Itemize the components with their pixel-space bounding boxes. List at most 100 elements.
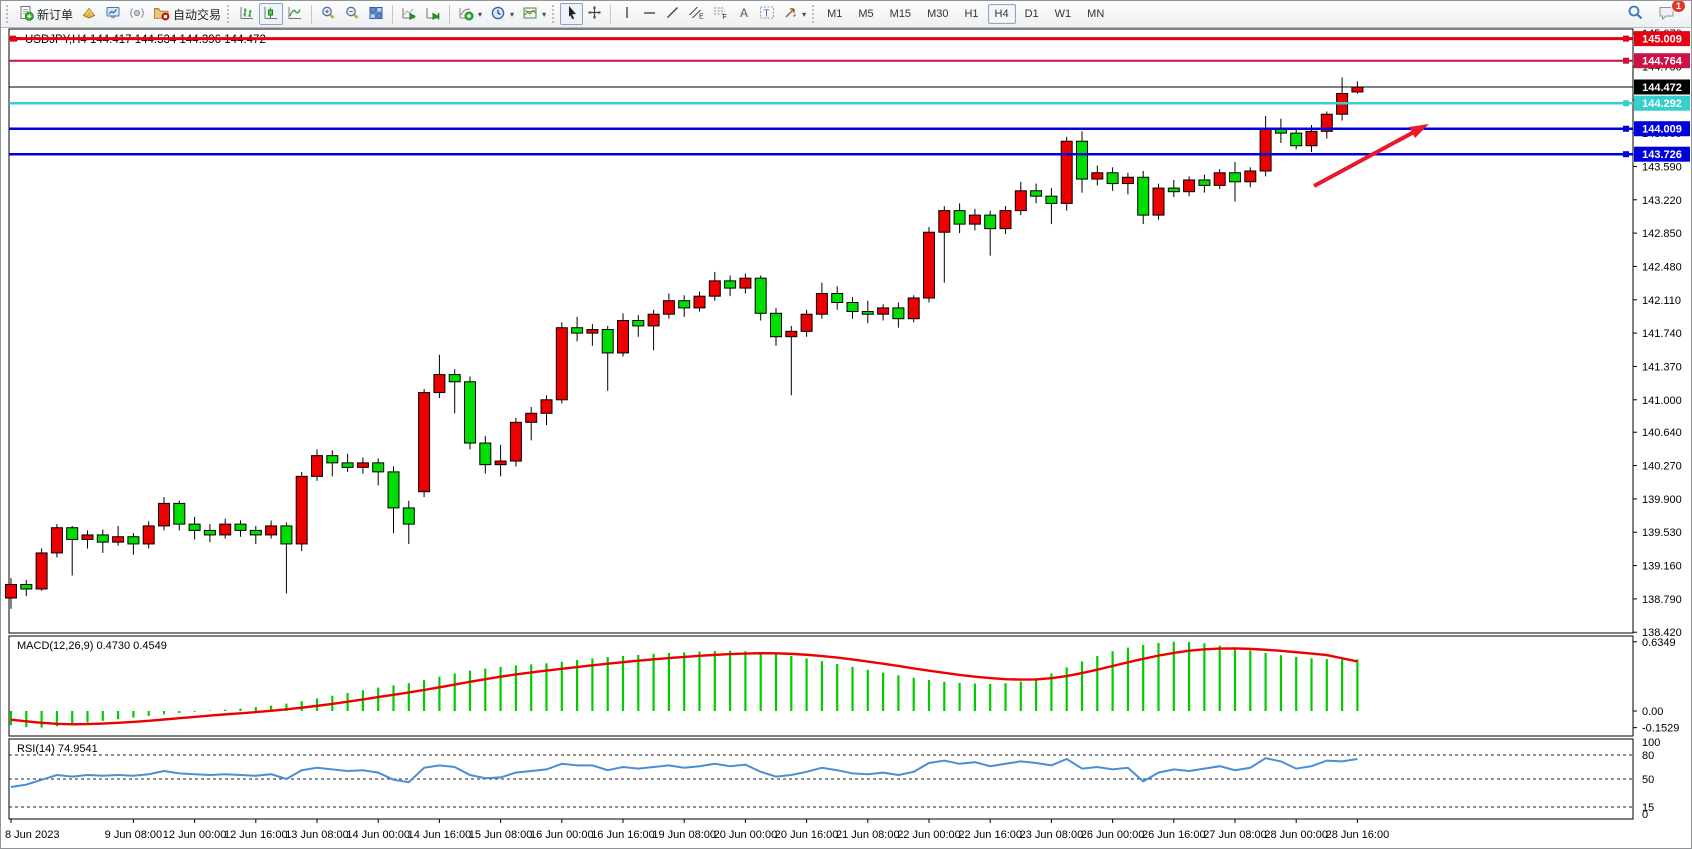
macd-scale-label: -0.1529 [1642,723,1679,735]
rsi-scale-label: 100 [1642,737,1660,749]
time-tick-label: 9 Jun 08:00 [105,829,163,841]
horizontal-line-button[interactable] [638,3,661,25]
candle-body [662,300,675,315]
fibonacci-button[interactable]: F [708,3,732,25]
tab-timeframe-D1[interactable]: D1 [1018,4,1046,24]
auto-scroll-button[interactable] [397,3,421,25]
zoom-out-button[interactable] [340,3,364,25]
dropdown-caret-icon: ▾ [478,9,483,19]
equidistant-channel-icon: E [688,5,704,23]
toolbar-separator [449,4,451,24]
tab-timeframe-H4[interactable]: H4 [987,4,1016,24]
candle-body [754,277,767,314]
svg-text:144.764: 144.764 [1642,56,1683,68]
main-price-pane[interactable]: USDJPY,H4 144.417 144.534 144.396 144.47… [5,34,1364,609]
search-button[interactable] [1623,3,1648,25]
equidistant-channel-button[interactable]: E [684,3,708,25]
price-level-badge [1634,53,1690,69]
tab-timeframe-MN[interactable]: MN [1080,4,1111,24]
indicators-button[interactable]: ▾ [454,3,486,25]
zoom-in-button[interactable] [316,3,340,25]
candle-body [464,381,476,444]
svg-text:144.472: 144.472 [1642,82,1682,94]
bar-chart-button[interactable] [235,3,259,25]
time-tick-label: 15 Jun 08:00 [469,829,533,841]
market-watch-icon [81,5,97,24]
candle-body [188,523,201,531]
candle-body [158,502,170,527]
time-tick-label: 21 Jun 08:00 [836,829,900,841]
tab-timeframe-M1[interactable]: M1 [820,4,849,24]
line-chart-button[interactable] [283,3,307,25]
clock-icon [490,5,506,24]
new-order-button[interactable]: 新订单 [14,3,77,25]
price-tick-label: 138.790 [1642,594,1682,606]
candle-body [1198,179,1211,186]
macd-signal-line [10,647,1358,726]
candle-body [265,525,278,536]
price-tick-label: 141.000 [1642,395,1682,407]
horizontal-line-icon [642,6,657,23]
tab-timeframe-M5[interactable]: M5 [851,4,880,24]
candle-body [1014,190,1027,212]
time-tick-label: 27 Jun 08:00 [1203,829,1267,841]
svg-text:144.292: 144.292 [1642,98,1682,110]
candle-body [953,210,966,225]
candle-body [1137,176,1150,216]
candle-body [1106,172,1119,185]
macd-pane[interactable]: MACD(12,26,9) 0.4730 0.4549 [9,640,1359,728]
tile-windows-button[interactable] [364,3,388,25]
templates-button[interactable]: ▾ [518,3,550,25]
rsi-scale-label: 50 [1642,774,1654,786]
auto-trading-button[interactable]: 自动交易 [149,3,225,25]
notifications-button[interactable]: 1 [1654,1,1686,25]
toolbar-grip[interactable] [6,5,11,23]
timeframe-group: M1 M5 M15 M30 H1 H4 D1 W1 MN [820,4,1111,24]
text-label-button[interactable]: T [755,3,779,25]
toolbar-grip[interactable] [812,5,817,23]
annotations[interactable] [1313,124,1429,188]
candle-body [831,292,844,303]
time-tick-label: 12 Jun 16:00 [224,829,288,841]
time-tick-label: 22 Jun 16:00 [958,829,1022,841]
candlestick-chart-button[interactable] [259,3,284,25]
time-tick-label: 26 Jun 00:00 [1081,829,1145,841]
tab-timeframe-M30[interactable]: M30 [920,4,955,24]
price-level-badge [1634,146,1690,162]
signals-button[interactable] [125,3,149,25]
vertical-line-button[interactable] [615,3,638,25]
candle-body [861,311,874,315]
price-level-lines[interactable] [9,35,1633,158]
time-tick-label: 19 Jun 08:00 [652,829,716,841]
tab-timeframe-H1[interactable]: H1 [957,4,985,24]
crosshair-button[interactable] [583,3,606,25]
cursor-button[interactable] [560,3,584,25]
trend-arrow [1313,130,1415,188]
trendline-button[interactable] [661,3,684,25]
price-tick-label: 140.640 [1642,427,1682,439]
text-button[interactable]: A [732,3,755,25]
candle-body [96,534,109,543]
data-window-button[interactable] [101,3,125,25]
toolbar-grip[interactable] [552,5,557,23]
candle-body [1290,132,1303,147]
indicators-add-icon [458,5,474,24]
svg-text:T: T [764,9,770,20]
market-watch-button[interactable] [77,3,101,25]
tab-timeframe-M15[interactable]: M15 [883,4,918,24]
chart-canvas[interactable]: USDJPY,H4 144.417 144.534 144.396 144.47… [1,28,1692,849]
auto-trading-label: 自动交易 [173,7,222,22]
arrows-button[interactable]: ▾ [779,3,810,25]
candle-body [35,552,48,590]
toolbar-grip[interactable] [227,5,232,23]
periods-button[interactable]: ▾ [486,3,518,25]
tab-timeframe-W1[interactable]: W1 [1048,4,1079,24]
rsi-pane[interactable]: RSI(14) 74.9541 [9,743,1633,808]
candle-body [387,471,400,509]
candle-body [923,231,935,299]
candle-body [1167,187,1180,193]
candle-body [632,320,645,327]
candle-body [433,374,446,394]
price-level-badge [1634,95,1690,111]
chart-shift-button[interactable] [421,3,445,25]
